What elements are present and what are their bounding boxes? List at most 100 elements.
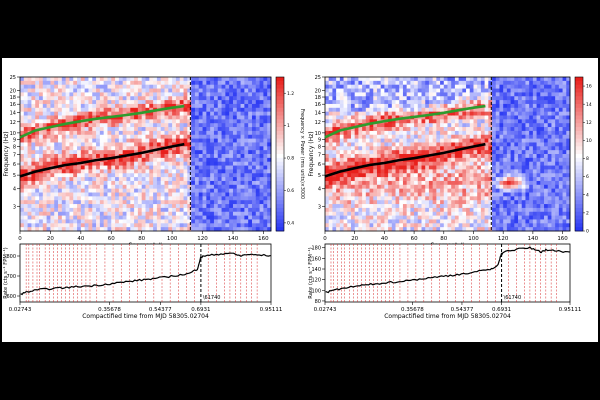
- heatmap-cell: [251, 173, 257, 178]
- heatmap-cell: [358, 177, 363, 182]
- heatmap-cell: [421, 192, 426, 197]
- heatmap-cell: [263, 192, 268, 197]
- heatmap-cell: [503, 146, 508, 151]
- heatmap-cell: [458, 227, 463, 232]
- heatmap-cell: [194, 227, 200, 232]
- heatmap-cell: [73, 142, 78, 147]
- heatmap-cell: [369, 80, 374, 86]
- heatmap-cell: [350, 157, 356, 163]
- heatmap-cell: [447, 119, 452, 124]
- heatmap-cell: [217, 146, 222, 151]
- heatmap-cell: [399, 150, 404, 155]
- heatmap-cell: [225, 103, 230, 109]
- heatmap-cell: [194, 119, 200, 124]
- heatmap-cell: [115, 188, 120, 193]
- heatmap-cell: [210, 100, 215, 105]
- heatmap-cell: [440, 77, 445, 82]
- heatmap-cell: [336, 211, 341, 216]
- heatmap-cell: [39, 92, 44, 97]
- heatmap-cell: [134, 103, 139, 109]
- heatmap-cell: [156, 165, 162, 170]
- heatmap-cell: [259, 211, 264, 216]
- heatmap-cell: [168, 196, 173, 201]
- colorbar-step: [276, 169, 284, 174]
- heatmap-cell: [462, 150, 467, 155]
- heatmap-cell: [369, 196, 374, 201]
- heatmap-cell: [164, 161, 169, 166]
- heatmap-cell: [202, 119, 207, 124]
- heatmap-cell: [103, 123, 108, 128]
- heatmap-cell: [172, 77, 177, 82]
- heatmap-cell: [232, 111, 238, 116]
- heatmap-cell: [332, 219, 337, 224]
- heatmap-cell: [225, 111, 230, 116]
- heatmap-cell: [88, 223, 93, 228]
- heatmap-cell: [395, 188, 400, 193]
- heatmap-cell: [506, 134, 511, 139]
- heatmap-cell: [402, 211, 408, 216]
- heatmap-cell: [46, 100, 51, 105]
- heatmap-cell: [521, 107, 526, 113]
- heatmap-cell: [514, 80, 519, 86]
- heatmap-cell: [244, 177, 249, 182]
- heatmap-cell: [84, 180, 89, 186]
- colorbar-step: [276, 115, 284, 120]
- heatmap-cell: [20, 207, 25, 213]
- heatmap-cell: [343, 119, 348, 124]
- heatmap-cell: [27, 192, 32, 197]
- heatmap-cell: [61, 130, 67, 136]
- heatmap-cell: [350, 200, 356, 205]
- heatmap-cell: [373, 180, 378, 186]
- heatmap-cell: [225, 80, 230, 86]
- heatmap-cell: [54, 142, 59, 147]
- heatmap-cell: [149, 177, 154, 182]
- heatmap-cell: [428, 192, 434, 197]
- heatmap-cell: [23, 169, 28, 174]
- heatmap-cell: [518, 96, 523, 101]
- heatmap-cell: [492, 188, 497, 193]
- heatmap-cell: [175, 192, 181, 197]
- heatmap-cell: [248, 92, 253, 97]
- heatmap-cell: [156, 103, 162, 109]
- heatmap-cell: [339, 161, 344, 166]
- heatmap-cell: [232, 223, 238, 228]
- heatmap-cell: [384, 115, 389, 120]
- heatmap-cell: [402, 96, 408, 101]
- heatmap-cell: [229, 165, 234, 170]
- heatmap-cell: [458, 215, 463, 220]
- heatmap-cell: [518, 84, 523, 89]
- heatmap-cell: [469, 223, 474, 228]
- heatmap-cell: [118, 77, 124, 82]
- heatmap-cell: [80, 227, 86, 232]
- heatmap-cell: [172, 142, 177, 147]
- heatmap-cell: [518, 177, 523, 182]
- heatmap-cell: [149, 96, 154, 101]
- heatmap-cell: [432, 184, 437, 190]
- heatmap-cell: [488, 165, 493, 170]
- heatmap-cell: [421, 88, 426, 93]
- heatmap-cell: [495, 157, 500, 163]
- heatmap-cell: [65, 107, 70, 113]
- heatmap-cell: [111, 173, 116, 178]
- heatmap-cell: [358, 154, 363, 159]
- heatmap-cell: [480, 173, 486, 178]
- heatmap-cell: [145, 146, 150, 151]
- heatmap-cell: [325, 207, 330, 213]
- heatmap-cell: [440, 211, 445, 216]
- heatmap-cell: [187, 127, 192, 132]
- heatmap-cell: [153, 223, 158, 228]
- heatmap-cell: [339, 200, 344, 205]
- heatmap-cell: [145, 157, 150, 163]
- heatmap-cell: [153, 188, 158, 193]
- heatmap-cell: [145, 207, 150, 213]
- heatmap-cell: [466, 196, 471, 201]
- heatmap-cell: [50, 138, 55, 143]
- heatmap-cell: [376, 107, 382, 113]
- heatmap-cell: [46, 200, 51, 205]
- heatmap-cell: [160, 188, 165, 193]
- heatmap-cell: [251, 196, 257, 201]
- heatmap-cell: [122, 204, 127, 209]
- heatmap-cell: [380, 154, 385, 159]
- heatmap-cell: [35, 130, 40, 136]
- heatmap-cell: [376, 92, 382, 97]
